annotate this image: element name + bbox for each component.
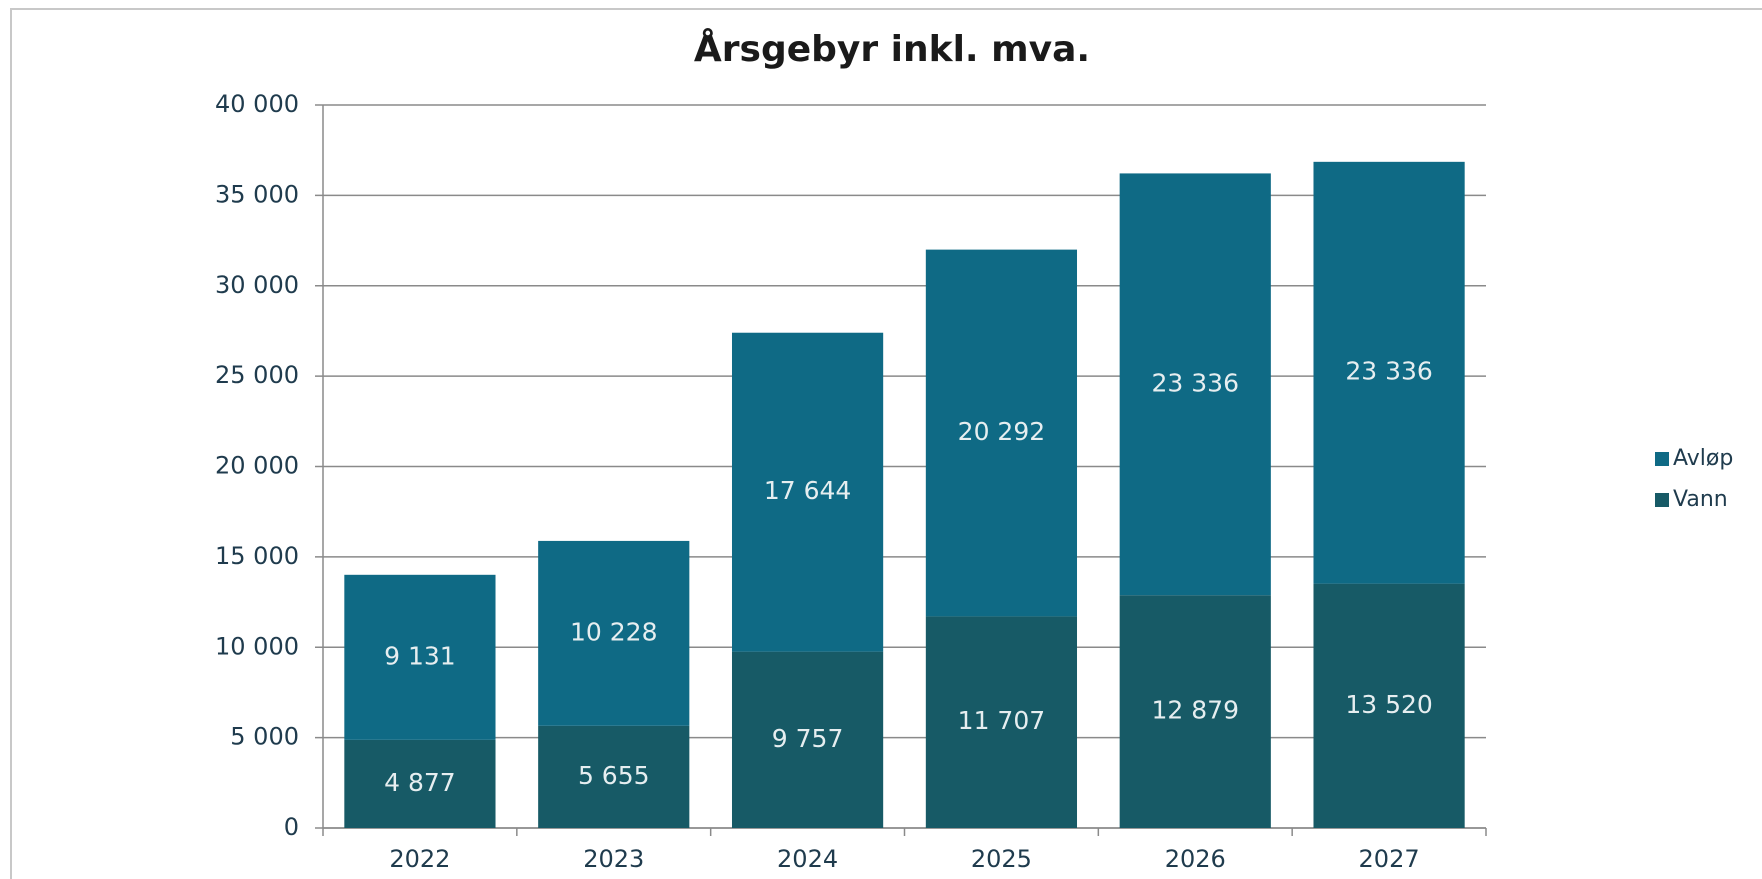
value-label: 17 644 <box>764 476 851 505</box>
bar-segment <box>1313 583 1465 828</box>
value-label: 9 131 <box>384 641 456 670</box>
chart-frame <box>10 8 1762 879</box>
x-tick-label: 2025 <box>971 845 1032 873</box>
y-tick-label: 35 000 <box>215 180 299 208</box>
value-label: 4 877 <box>384 768 456 797</box>
bar-segment <box>731 332 884 652</box>
y-tick-label: 25 000 <box>215 361 299 389</box>
x-tick-label: 2022 <box>389 845 450 873</box>
y-tick-label: 15 000 <box>215 542 299 570</box>
value-label: 5 655 <box>578 761 650 790</box>
legend-label: Avløp <box>1673 446 1733 471</box>
value-label: 11 707 <box>958 706 1045 735</box>
bar-segment <box>925 249 1078 617</box>
bar-segment <box>731 651 884 828</box>
chart-title: Årsgebyr inkl. mva. <box>694 28 1090 70</box>
value-label: 12 879 <box>1152 696 1239 725</box>
y-tick-label: 10 000 <box>215 632 299 660</box>
value-label: 13 520 <box>1345 690 1432 719</box>
x-tick-label: 2026 <box>1165 845 1226 873</box>
value-label: 9 757 <box>772 724 844 753</box>
bar-segment <box>538 540 690 726</box>
x-tick-label: 2023 <box>583 845 644 873</box>
x-tick-label: 2024 <box>777 845 838 873</box>
value-label: 23 336 <box>1345 357 1432 386</box>
legend-swatch <box>1655 493 1669 507</box>
y-tick-label: 0 <box>284 813 299 841</box>
bar-segment <box>344 739 496 828</box>
value-label: 20 292 <box>958 417 1045 446</box>
y-tick-label: 20 000 <box>215 452 299 480</box>
value-label: 23 336 <box>1152 368 1239 397</box>
bar-segment <box>925 616 1078 828</box>
y-tick-label: 5 000 <box>230 723 299 751</box>
x-tick-label: 2027 <box>1359 845 1420 873</box>
y-tick-label: 40 000 <box>215 90 299 118</box>
bar-segment <box>1119 173 1271 596</box>
bar-segment <box>1119 595 1271 828</box>
legend-swatch <box>1655 452 1669 466</box>
bar-segment <box>344 574 496 740</box>
bar-segment <box>538 725 690 828</box>
y-tick-label: 30 000 <box>215 271 299 299</box>
bar-segment <box>1313 161 1465 584</box>
legend-label: Vann <box>1673 487 1728 512</box>
value-label: 10 228 <box>570 617 657 646</box>
